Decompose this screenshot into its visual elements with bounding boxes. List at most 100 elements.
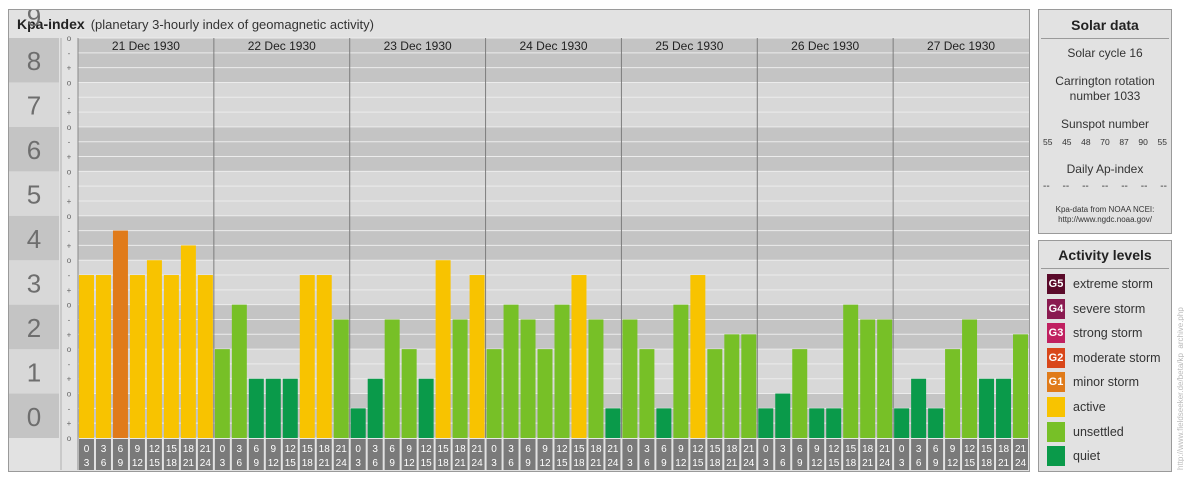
kp-bar (775, 393, 791, 438)
day-label: 22 Dec 1930 (248, 39, 316, 53)
interval-end-label: 15 (556, 458, 568, 469)
interval-box (129, 439, 145, 470)
kp-bar (418, 378, 434, 438)
interval-end-label: 15 (421, 458, 433, 469)
legend-item: active (1047, 397, 1106, 417)
y-tick-label: 1 (27, 357, 41, 387)
activity-levels-title: Activity levels (1058, 247, 1152, 263)
kp-bar (843, 304, 859, 438)
legend-label: strong storm (1073, 326, 1143, 341)
interval-box (775, 439, 791, 470)
y-axis-band (9, 171, 59, 216)
interval-box (401, 439, 417, 470)
interval-box (741, 439, 757, 470)
interval-end-label: 21 (319, 458, 331, 469)
kp-bar (299, 275, 315, 438)
interval-end-label: 18 (166, 458, 178, 469)
y-minor-tick: + (67, 64, 72, 73)
interval-box (452, 439, 468, 470)
carrington-line1: Carrington rotation (1055, 74, 1155, 88)
interval-end-label: 12 (811, 458, 823, 469)
interval-start-label: 12 (556, 444, 568, 455)
day-label: 21 Dec 1930 (112, 39, 180, 53)
kp-bar (486, 349, 502, 438)
kp-band (78, 215, 1029, 261)
interval-start-label: 15 (573, 444, 585, 455)
kp-bar (452, 319, 468, 438)
y-minor-tick: o (67, 123, 72, 132)
sunspot-value: 48 (1081, 137, 1091, 147)
interval-box (690, 439, 706, 470)
kp-bar (95, 275, 111, 438)
interval-end-label: 3 (220, 458, 226, 469)
interval-start-label: 0 (491, 444, 497, 455)
interval-end-label: 12 (132, 458, 144, 469)
legend-swatch: G3 (1047, 323, 1065, 344)
y-minor-tick: o (67, 256, 72, 265)
y-minor-tick: + (67, 286, 72, 295)
interval-start-label: 18 (455, 444, 467, 455)
y-axis-band (9, 38, 59, 83)
kp-bar (792, 349, 808, 438)
ap-value: -- (1101, 181, 1109, 192)
y-minor-tick: - (68, 138, 71, 147)
interval-end-label: 24 (200, 458, 212, 469)
interval-end-label: 21 (726, 458, 738, 469)
interval-end-label: 9 (797, 458, 803, 469)
legend-item: G4 severe storm (1047, 298, 1145, 319)
kp-bar (248, 378, 264, 438)
interval-start-label: 9 (271, 444, 277, 455)
interval-box (622, 439, 638, 470)
interval-end-label: 12 (268, 458, 280, 469)
interval-start-label: 21 (607, 444, 619, 455)
y-axis-band (9, 304, 59, 350)
kp-chart-panel: Kpa-index (planetary 3-hourly index of ge… (8, 9, 1030, 472)
interval-start-label: 21 (879, 444, 891, 455)
interval-box (520, 439, 536, 470)
interval-start-label: 3 (372, 444, 378, 455)
y-tick-label: 0 (27, 402, 41, 432)
legend-label: moderate storm (1073, 350, 1161, 365)
kp-bar (724, 334, 740, 438)
y-minor-tick: + (67, 241, 72, 250)
y-minor-tick: + (67, 330, 72, 339)
carrington-line2: number 1033 (1069, 89, 1141, 103)
y-tick-label: 9 (27, 10, 41, 32)
y-minor-tick: - (68, 315, 71, 324)
interval-start-label: 9 (406, 444, 412, 455)
kp-bar (282, 378, 298, 438)
interval-end-label: 24 (879, 458, 891, 469)
kp-bar (622, 319, 638, 438)
interval-box (673, 439, 689, 470)
y-axis-band (9, 349, 59, 394)
interval-box (418, 439, 434, 470)
y-tick-label: 7 (27, 91, 41, 121)
interval-end-label: 3 (491, 458, 497, 469)
interval-box (435, 439, 451, 470)
interval-end-label: 6 (237, 458, 243, 469)
interval-box (724, 439, 740, 470)
interval-end-label: 12 (404, 458, 416, 469)
y-axis-band (9, 393, 59, 438)
interval-end-label: 6 (508, 458, 514, 469)
legend-swatch: G4 (1047, 298, 1065, 319)
kp-bar (605, 408, 621, 438)
interval-end-label: 24 (1015, 458, 1027, 469)
interval-start-label: 18 (590, 444, 602, 455)
interval-start-label: 15 (438, 444, 450, 455)
y-minor-tick: - (68, 360, 71, 369)
interval-box (809, 439, 825, 470)
y-minor-tick: + (67, 419, 72, 428)
interval-end-label: 9 (389, 458, 395, 469)
interval-end-label: 18 (438, 458, 450, 469)
interval-box (656, 439, 672, 470)
day-label: 23 Dec 1930 (384, 39, 452, 53)
interval-end-label: 21 (862, 458, 874, 469)
y-axis-band (9, 260, 59, 305)
interval-end-label: 9 (661, 458, 667, 469)
legend-label: minor storm (1073, 375, 1139, 390)
kp-bar (180, 245, 196, 438)
kp-band (78, 38, 1029, 83)
interval-start-label: 9 (950, 444, 956, 455)
interval-end-label: 6 (372, 458, 378, 469)
